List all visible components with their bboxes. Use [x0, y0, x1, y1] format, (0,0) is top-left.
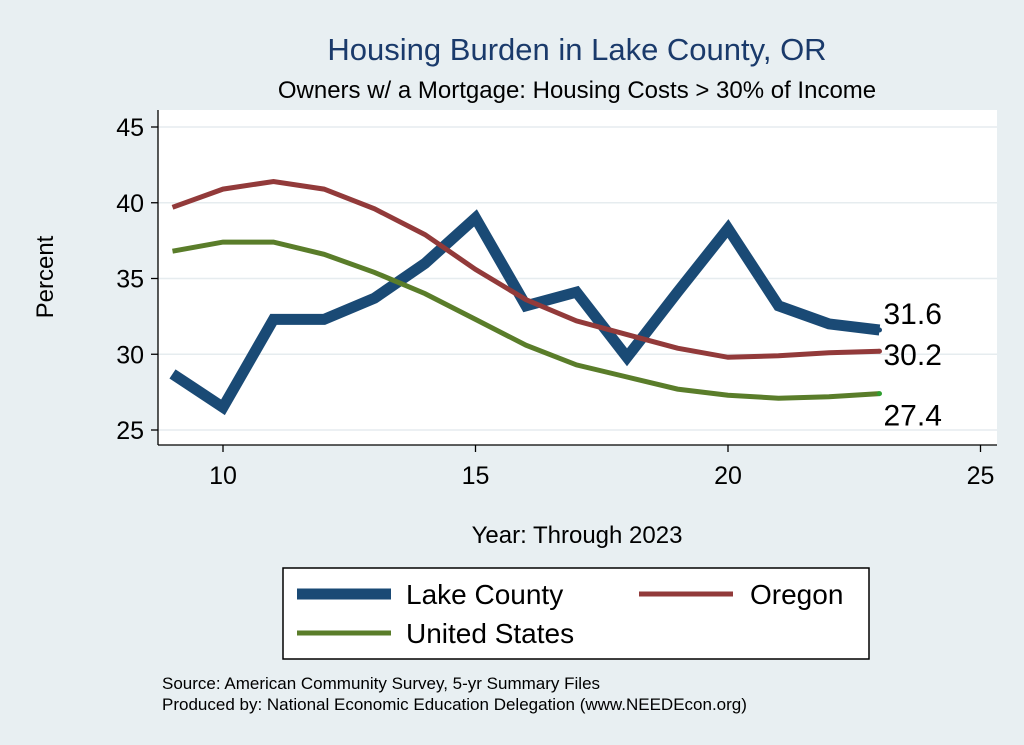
axes: 25 30 35 40 45 10 15 20 25 [116, 110, 997, 490]
end-point-lake-county [877, 327, 882, 333]
end-label-oregon: 30.2 [884, 339, 942, 372]
y-tick-label-35: 35 [116, 266, 144, 294]
end-labels: 31.6 30.2 27.4 [884, 298, 942, 433]
y-axis-label: Percent [32, 235, 59, 318]
y-tick-label-25: 25 [116, 417, 144, 445]
end-label-united-states: 27.4 [884, 400, 942, 433]
legend-label-oregon: Oregon [750, 579, 843, 610]
end-point-oregon [877, 348, 882, 354]
x-axis-label: Year: Through 2023 [472, 522, 683, 549]
legend-box [282, 567, 870, 660]
series-line-united-states [172, 239, 880, 401]
x-tick-label-20: 20 [714, 462, 742, 490]
source-note: Source: American Community Survey, 5-yr … [162, 674, 600, 693]
x-tick-label-10: 10 [209, 462, 237, 490]
legend-label-lake-county: Lake County [406, 579, 563, 610]
produced-by-note: Produced by: National Economic Education… [162, 695, 747, 714]
series-group [169, 178, 882, 416]
legend-label-united-states: United States [406, 618, 574, 649]
plot-area [158, 110, 997, 445]
x-tick-label-15: 15 [462, 462, 490, 490]
y-tick-label-45: 45 [116, 114, 144, 142]
series-line-lake-county [169, 209, 881, 416]
chart-title: Housing Burden in Lake County, OR [327, 32, 826, 67]
series-line-oregon [171, 178, 880, 360]
chart-subtitle: Owners w/ a Mortgage: Housing Costs > 30… [278, 77, 876, 104]
x-tick-label-25: 25 [967, 462, 995, 490]
gridlines [158, 126, 997, 431]
end-label-lake-county: 31.6 [884, 298, 942, 331]
end-point-united-states [877, 391, 882, 397]
y-tick-label-30: 30 [116, 341, 144, 369]
legend: Lake County Oregon United States [282, 567, 870, 660]
y-tick-label-40: 40 [116, 190, 144, 218]
